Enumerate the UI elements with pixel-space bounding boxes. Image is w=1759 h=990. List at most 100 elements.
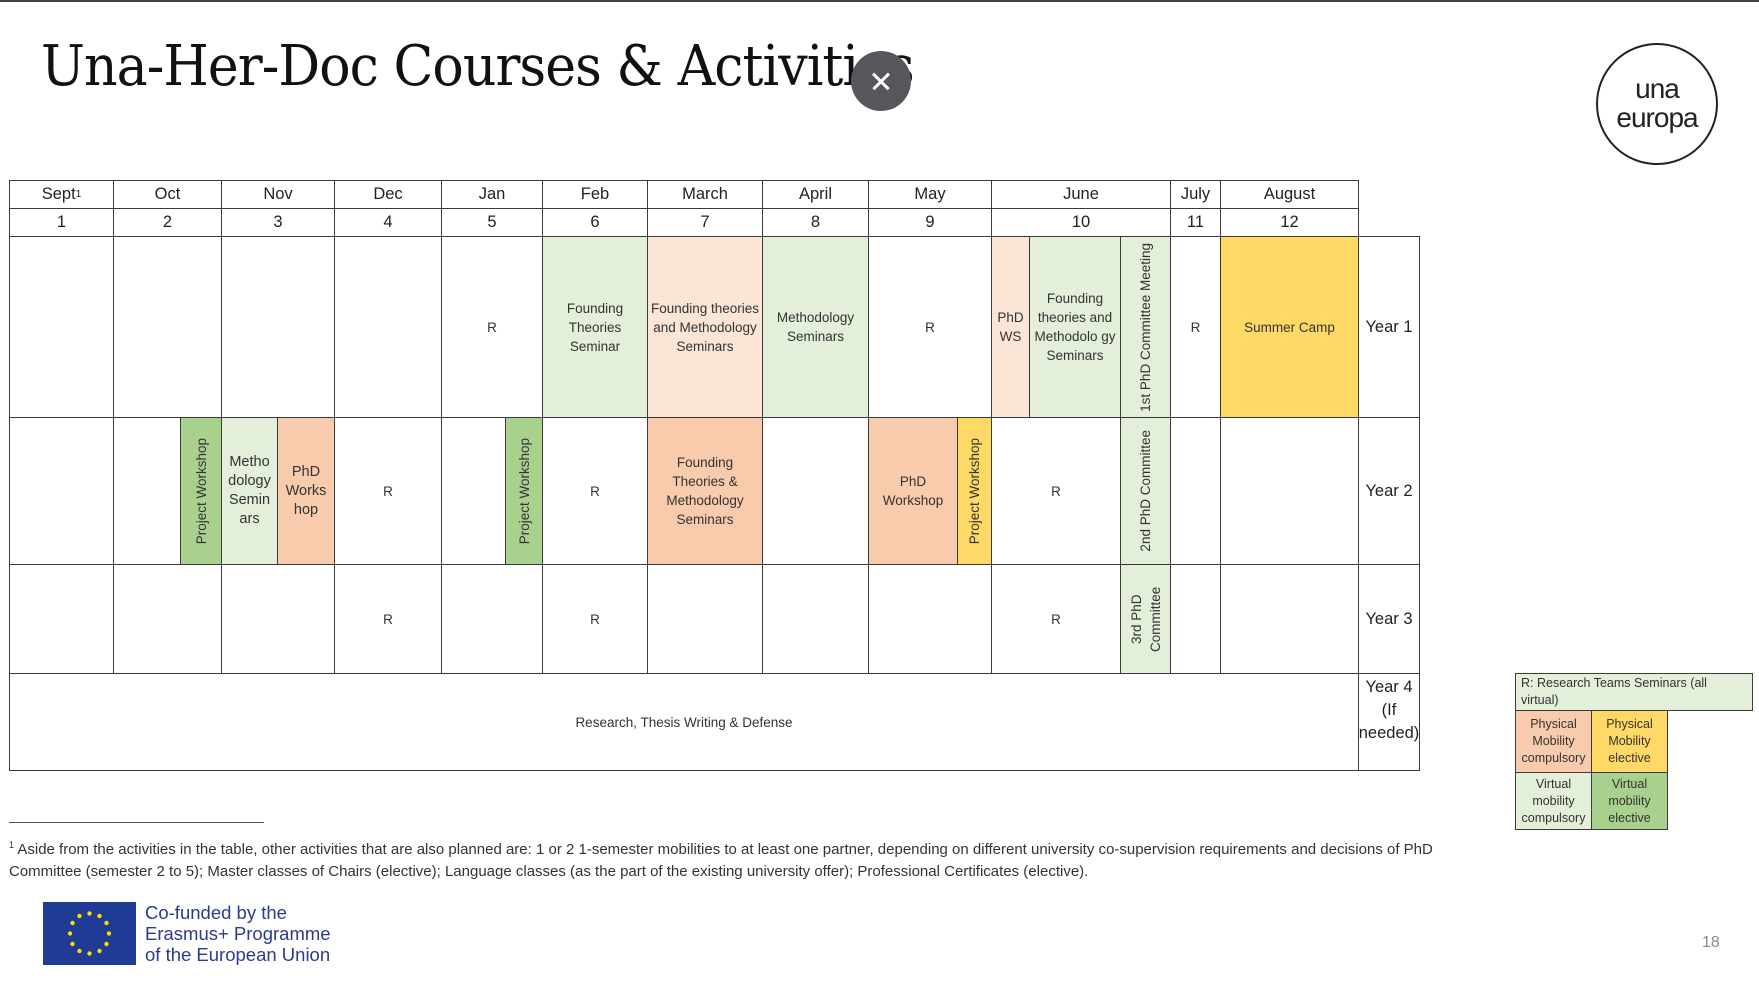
- cell-empty: [221, 564, 335, 674]
- month-header: Sept 1: [9, 180, 114, 209]
- cell-founding-methodology-seminars: Founding theories and Methodolo gy Semin…: [1029, 236, 1121, 418]
- legend-physical-elective: Physical Mobility elective: [1591, 710, 1668, 773]
- month-number: 10: [991, 208, 1171, 237]
- cell-empty: [221, 236, 335, 418]
- month-header: April: [762, 180, 869, 209]
- month-number: 7: [647, 208, 763, 237]
- cell-phd-workshop: PhD Workshop: [868, 417, 958, 565]
- cell-methodology-seminars: Methodology Seminars: [762, 236, 869, 418]
- cell-phd-ws: PhD WS: [991, 236, 1030, 418]
- month-header: June: [991, 180, 1171, 209]
- footnote-divider: [9, 822, 264, 823]
- month-header: Nov: [221, 180, 335, 209]
- month-header: Feb: [542, 180, 648, 209]
- month-number: 5: [441, 208, 543, 237]
- cell-research-seminar: R: [542, 564, 648, 674]
- month-header: Oct: [113, 180, 222, 209]
- year-label: Year 3: [1358, 564, 1420, 674]
- cell-founding-methodology-seminars: Founding theories and Methodology Semina…: [647, 236, 763, 418]
- cell-research-seminar: R: [334, 417, 442, 565]
- cell-phd-committee-2: 2nd PhD Committee: [1120, 417, 1171, 565]
- cell-research-seminar: R: [334, 564, 442, 674]
- month-number: 12: [1220, 208, 1359, 237]
- cell-empty: [1220, 417, 1359, 565]
- month-number: 4: [334, 208, 442, 237]
- slide-title: Una-Her-Doc Courses & Activities: [41, 34, 915, 99]
- cell-research-seminar: R: [991, 417, 1121, 565]
- month-header: March: [647, 180, 763, 209]
- cell-empty: [9, 564, 114, 674]
- project-workshop-label: Project Workshop: [516, 437, 532, 545]
- footnote-mark: 1: [9, 840, 15, 850]
- month-header: July: [1170, 180, 1221, 209]
- footnote-mark: 1: [75, 189, 82, 200]
- cell-research-seminar: R: [441, 236, 543, 418]
- una-europa-logo: una europa: [1596, 43, 1718, 165]
- cell-founding-methodology-seminars: Founding Theories & Methodology Seminars: [647, 417, 763, 565]
- cell-research-seminar: R: [991, 564, 1121, 674]
- cell-empty: [113, 236, 222, 418]
- month-number: 8: [762, 208, 869, 237]
- cell-founding-theories-seminar: Founding Theories Seminar: [542, 236, 648, 418]
- cell-phd-committee-1: 1st PhD Committee Meeting: [1120, 236, 1171, 418]
- month-number: 9: [868, 208, 992, 237]
- logo-line2: europa: [1616, 102, 1698, 133]
- year-label: Year 1: [1358, 236, 1420, 418]
- cell-empty: [441, 564, 543, 674]
- cell-empty: [113, 564, 222, 674]
- month-header: May: [868, 180, 992, 209]
- cell-empty: [1170, 417, 1221, 565]
- footnote-text: Aside from the activities in the table, …: [9, 841, 1433, 880]
- month-header: Dec: [334, 180, 442, 209]
- close-icon[interactable]: [851, 51, 911, 111]
- legend-physical-compulsory: Physical Mobility compulsory: [1515, 710, 1592, 773]
- month-header: Jan: [441, 180, 543, 209]
- page-number: 18: [1702, 934, 1720, 951]
- legend-virtual-elective: Virtual mobility elective: [1591, 772, 1668, 830]
- cell-empty: [334, 236, 442, 418]
- cell-methodology-seminars: Metho dology Semin ars: [221, 417, 278, 565]
- year-label: Year 2: [1358, 417, 1420, 565]
- project-workshop-label: Project Workshop: [193, 437, 209, 545]
- eu-line: Co-funded by the: [145, 902, 287, 923]
- cell-empty: [113, 417, 181, 565]
- cell-research-seminar: R: [542, 417, 648, 565]
- cell-empty: [9, 236, 114, 418]
- cell-research-seminar: R: [868, 236, 992, 418]
- cell-empty: [762, 564, 869, 674]
- cell-research-thesis-defense: Research, Thesis Writing & Defense: [9, 673, 1359, 771]
- month-number: 1: [9, 208, 114, 237]
- cell-project-workshop: Project Workshop: [505, 417, 543, 565]
- legend-research-seminars: R: Research Teams Seminars (all virtual): [1515, 673, 1753, 711]
- committee-label: 2nd PhD Committee: [1138, 430, 1153, 552]
- month-label: Sept: [41, 185, 76, 203]
- cell-phd-workshop: PhD Works hop: [277, 417, 335, 565]
- cell-project-workshop: Project Workshop: [180, 417, 222, 565]
- eu-cofunding-text: Co-funded by the Erasmus+ Programme of t…: [145, 902, 331, 965]
- cell-empty: [1170, 564, 1221, 674]
- month-number: 11: [1170, 208, 1221, 237]
- month-header: August: [1220, 180, 1359, 209]
- eu-line: of the European Union: [145, 944, 331, 965]
- legend-virtual-compulsory: Virtual mobility compulsory: [1515, 772, 1592, 830]
- eu-flag-icon: [43, 902, 136, 965]
- cell-research-seminar: R: [1170, 236, 1221, 418]
- project-workshop-label: Project Workshop: [967, 437, 982, 545]
- top-border: [0, 0, 1759, 2]
- footnote: 1 Aside from the activities in the table…: [9, 834, 1469, 883]
- committee-label: 3rd PhD Committee: [1128, 586, 1163, 652]
- logo-line1: una: [1635, 73, 1680, 104]
- month-number: 6: [542, 208, 648, 237]
- cell-empty: [9, 417, 114, 565]
- cell-empty: [1220, 564, 1359, 674]
- cell-phd-committee-3: 3rd PhD Committee: [1120, 564, 1171, 674]
- cell-project-workshop: Project Workshop: [957, 417, 992, 565]
- cell-empty: [762, 417, 869, 565]
- month-number: 2: [113, 208, 222, 237]
- eu-line: Erasmus+ Programme: [145, 923, 331, 944]
- cell-empty: [647, 564, 763, 674]
- cell-empty: [441, 417, 506, 565]
- year-label: Year 4 (If needed): [1358, 673, 1420, 771]
- cell-empty: [868, 564, 992, 674]
- month-number: 3: [221, 208, 335, 237]
